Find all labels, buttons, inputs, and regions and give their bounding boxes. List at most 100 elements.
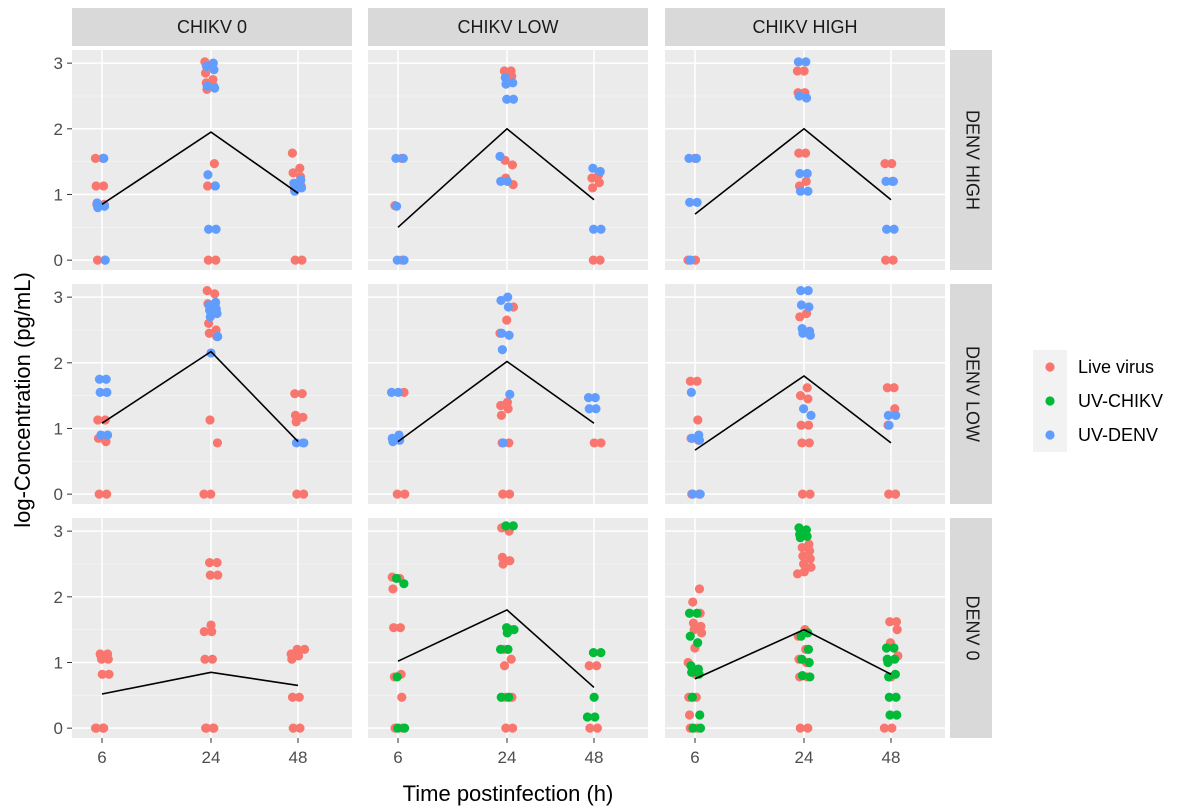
legend-key-point <box>1045 396 1055 406</box>
y-axis-title: log-Concentration (pg/mL) <box>10 272 35 528</box>
data-point-live-virus <box>400 489 410 499</box>
legend-item-live-virus: Live virus <box>1033 350 1154 384</box>
data-point-live-virus <box>200 654 210 664</box>
legend-item-uv-chikv: UV-CHIKV <box>1033 384 1163 418</box>
y-tick-label: 2 <box>54 588 63 607</box>
data-point-live-virus <box>503 404 513 414</box>
data-point-live-virus <box>92 255 103 265</box>
data-point-live-virus <box>502 315 512 325</box>
x-tick-label: 48 <box>289 748 308 767</box>
data-point-uv-denv <box>588 163 598 173</box>
data-point-uv-denv <box>495 151 505 161</box>
data-point-live-virus <box>796 420 806 430</box>
data-point-live-virus <box>798 551 808 561</box>
data-point-live-virus <box>104 669 114 679</box>
data-point-live-virus <box>805 489 815 499</box>
data-point-live-virus <box>592 723 602 733</box>
data-point-live-virus <box>696 628 707 638</box>
data-point-live-virus <box>389 623 399 633</box>
data-point-live-virus <box>496 400 506 411</box>
data-point-live-virus <box>103 654 113 664</box>
data-point-live-virus <box>209 723 219 733</box>
data-point-uv-denv <box>96 430 106 440</box>
data-point-live-virus <box>94 489 104 499</box>
data-point-live-virus <box>292 489 302 499</box>
data-point-uv-denv <box>496 295 506 306</box>
data-point-live-virus <box>887 723 897 733</box>
data-point-uv-chikv <box>399 579 409 589</box>
data-point-live-virus <box>684 710 695 720</box>
column-strip-label: CHIKV HIGH <box>752 17 857 37</box>
data-point-live-virus <box>885 617 895 627</box>
panel-background <box>665 50 945 270</box>
data-point-live-virus <box>792 569 803 579</box>
data-point-live-virus <box>91 181 101 191</box>
y-tick-label: 1 <box>54 185 63 204</box>
data-point-uv-chikv <box>684 608 695 618</box>
data-point-uv-chikv <box>797 654 807 664</box>
data-point-uv-chikv <box>804 657 814 668</box>
data-point-uv-denv <box>213 331 223 342</box>
data-point-uv-denv <box>204 224 214 234</box>
data-point-live-virus <box>585 723 595 733</box>
mean-trend-line <box>397 608 595 689</box>
legend-label: UV-CHIKV <box>1078 391 1163 411</box>
data-point-uv-chikv <box>805 672 815 682</box>
data-point-uv-denv <box>889 224 899 234</box>
data-point-live-virus <box>588 183 598 193</box>
data-point-live-virus <box>499 661 510 671</box>
data-point-uv-denv <box>691 153 702 163</box>
data-point-live-virus <box>792 66 803 76</box>
data-point-uv-chikv <box>892 710 902 720</box>
data-point-live-virus <box>888 255 898 265</box>
column-strip-chikv-high: CHIKV HIGH <box>665 8 945 46</box>
data-point-uv-denv <box>498 438 508 448</box>
data-point-live-virus <box>805 546 815 556</box>
data-point-live-virus <box>584 661 594 671</box>
data-point-uv-chikv <box>891 692 901 702</box>
data-point-uv-denv <box>392 255 402 265</box>
data-point-uv-chikv <box>692 608 702 618</box>
data-point-live-virus <box>213 570 223 580</box>
data-point-uv-chikv <box>589 692 599 702</box>
data-point-live-virus <box>881 255 891 265</box>
data-point-live-virus <box>298 412 308 422</box>
data-point-uv-denv <box>102 387 112 397</box>
data-point-uv-denv <box>798 404 809 414</box>
data-point-uv-chikv <box>803 644 814 654</box>
data-point-uv-denv <box>399 255 409 265</box>
data-point-live-virus <box>288 723 298 733</box>
data-point-uv-denv <box>391 153 401 163</box>
data-point-uv-denv <box>201 61 212 72</box>
panel-denv-0-chikv-high <box>665 518 945 738</box>
data-point-live-virus <box>202 285 212 296</box>
data-point-live-virus <box>392 489 402 499</box>
data-point-uv-denv <box>99 153 109 163</box>
data-point-uv-denv <box>804 302 814 312</box>
mean-trend-line <box>397 127 595 228</box>
data-point-live-virus <box>803 723 813 733</box>
data-point-live-virus <box>203 255 213 265</box>
x-tick-label: 6 <box>690 748 699 767</box>
data-point-uv-denv <box>211 224 221 234</box>
data-point-uv-denv <box>803 186 813 196</box>
data-point-uv-denv <box>883 410 893 420</box>
data-point-live-virus <box>498 489 508 499</box>
data-point-uv-chikv <box>695 723 706 733</box>
data-point-live-virus <box>388 584 398 594</box>
data-point-uv-denv <box>386 387 397 397</box>
data-point-live-virus <box>798 559 809 569</box>
column-strip-chikv-low: CHIKV LOW <box>368 8 648 46</box>
data-point-uv-denv <box>210 83 220 93</box>
data-point-uv-denv <box>794 91 804 101</box>
data-point-uv-chikv <box>795 533 805 543</box>
data-point-uv-chikv <box>590 712 600 722</box>
data-point-live-virus <box>395 623 405 633</box>
column-strip-chikv-0: CHIKV 0 <box>72 8 352 46</box>
legend-label: UV-DENV <box>1078 425 1158 445</box>
data-point-live-virus <box>204 328 214 338</box>
data-point-live-virus <box>504 489 515 499</box>
data-point-uv-denv <box>801 93 812 103</box>
data-point-uv-denv <box>393 387 403 397</box>
